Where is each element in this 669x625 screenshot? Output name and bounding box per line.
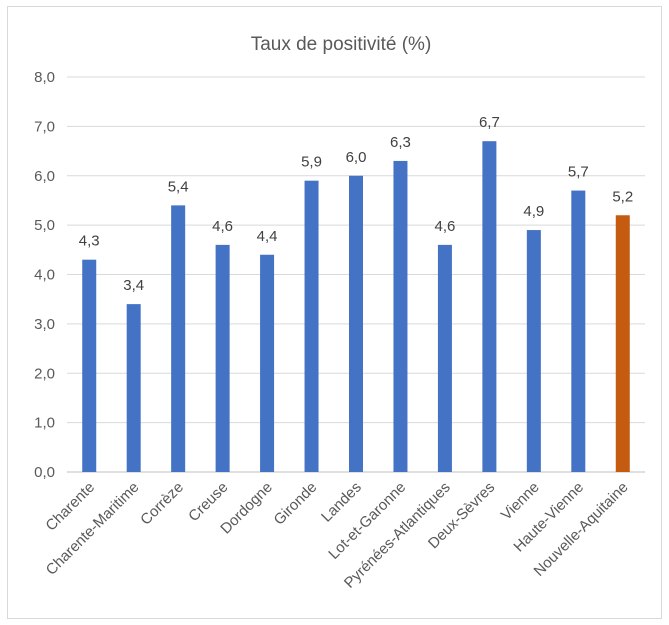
y-tick-label: 1,0 (34, 415, 55, 432)
data-label: 4,6 (212, 218, 233, 235)
bars (82, 141, 630, 472)
data-labels: 4,3 3,4 5,4 4,6 4,4 5,9 6,0 6,3 4,6 6,7 4,9 5,7 5,2 (79, 114, 633, 294)
y-axis-ticks: 0,0 1,0 2,0 3,0 4,0 5,0 6,0 7,0 8,0 (34, 69, 55, 481)
y-tick-label: 3,0 (34, 316, 55, 333)
y-tick-label: 6,0 (34, 168, 55, 185)
chart-frame (7, 6, 662, 619)
data-label: 6,7 (479, 114, 500, 131)
data-label: 4,6 (434, 218, 455, 235)
bar (571, 190, 586, 472)
bar (260, 254, 275, 472)
data-label: 4,9 (523, 203, 544, 220)
bar (437, 244, 452, 472)
data-label: 5,4 (168, 178, 189, 195)
data-label: 4,4 (257, 228, 278, 245)
x-tick-label: Gironde (271, 479, 321, 529)
x-tick-label: Corrèze (137, 479, 187, 529)
y-tick-label: 4,0 (34, 267, 55, 284)
data-label: 5,7 (568, 164, 589, 181)
data-label: 5,9 (301, 154, 322, 171)
bar (482, 141, 497, 472)
data-label: 5,2 (612, 188, 633, 205)
bar (304, 180, 319, 472)
x-tick-label: Lot-et-Garonne (325, 479, 409, 563)
bar (126, 304, 141, 472)
y-tick-label: 0,0 (34, 464, 55, 481)
bar (82, 259, 97, 472)
y-tick-label: 8,0 (34, 69, 55, 86)
bar (171, 205, 186, 472)
bar (393, 160, 408, 472)
chart-title: Taux de positivité (%) (251, 34, 432, 55)
y-tick-label: 7,0 (34, 118, 55, 135)
y-tick-label: 5,0 (34, 217, 55, 234)
x-axis-labels: CharenteCharente-MaritimeCorrèzeCreuseDo… (42, 479, 631, 592)
bar (215, 244, 230, 472)
data-label: 4,3 (79, 233, 100, 250)
data-label: 3,4 (123, 277, 144, 294)
bar (526, 230, 541, 472)
bar (349, 175, 363, 472)
y-tick-label: 2,0 (34, 365, 55, 382)
bar (615, 215, 630, 472)
data-label: 6,0 (346, 149, 367, 166)
data-label: 6,3 (390, 134, 411, 151)
